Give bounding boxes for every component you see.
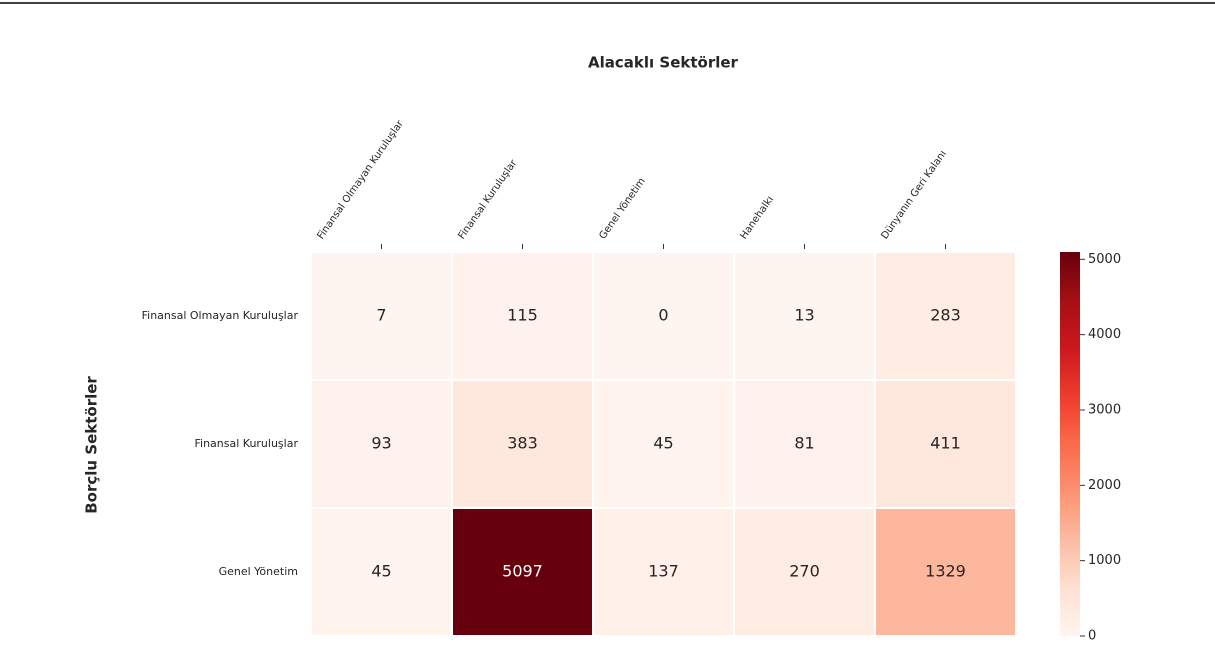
colorbar-tick-label: 4000	[1088, 327, 1121, 342]
heatmap-cell	[874, 507, 1017, 637]
cell-label: 13	[794, 306, 814, 325]
heatmap-cell	[874, 379, 1017, 509]
heatmap-cell	[733, 379, 876, 509]
heatmap-cell	[874, 251, 1017, 381]
cell-label: 270	[789, 562, 820, 581]
cell-label: 383	[507, 434, 538, 453]
colorbar-tick-label: 5000	[1088, 252, 1121, 267]
colorbar-tick-label: 1000	[1088, 553, 1121, 568]
cell-label: 283	[930, 306, 961, 325]
cell-label: 1329	[925, 562, 966, 581]
chart-title: Alacaklı Sektörler	[588, 54, 739, 72]
cell-label: 411	[930, 434, 961, 453]
heatmap-cell	[310, 379, 453, 509]
x-tick-label: Finansal Kuruluşlar	[456, 157, 519, 241]
x-tick-label: Genel Yönetim	[597, 176, 647, 241]
cell-label: 137	[648, 562, 679, 581]
x-tick-label: Dünyanın Geri Kalanı	[879, 149, 949, 242]
y-tick-label: Genel Yönetim	[219, 565, 298, 578]
colorbar-tick-label: 0	[1088, 629, 1096, 644]
cell-label: 93	[371, 434, 391, 453]
y-axis-label: Borçlu Sektörler	[83, 376, 101, 514]
cell-label: 7	[376, 306, 386, 325]
y-tick-label: Finansal Kuruluşlar	[194, 437, 298, 450]
heatmap-cell	[451, 251, 594, 381]
cell-label: 45	[371, 562, 391, 581]
cell-label: 45	[653, 434, 673, 453]
colorbar	[1060, 252, 1080, 636]
cell-label: 0	[658, 306, 668, 325]
cell-label: 81	[794, 434, 814, 453]
colorbar-tick-label: 3000	[1088, 402, 1121, 417]
cell-label: 5097	[502, 562, 543, 581]
x-tick-label: Hanehalkı	[738, 194, 776, 241]
colorbar-tick-label: 2000	[1088, 478, 1121, 493]
y-tick-label: Finansal Olmayan Kuruluşlar	[142, 309, 299, 322]
x-tick-label: Finansal Olmayan Kuruluşlar	[315, 118, 406, 241]
heatmap-cell	[451, 507, 594, 637]
heatmap-cell	[733, 507, 876, 637]
cell-label: 115	[507, 306, 538, 325]
heatmap-cell	[310, 507, 453, 637]
heatmap-cell	[592, 507, 735, 637]
